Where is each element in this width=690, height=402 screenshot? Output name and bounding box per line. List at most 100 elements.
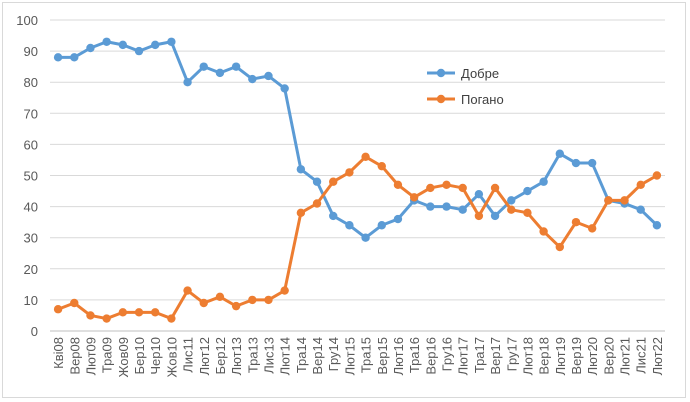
x-tick-label: Жов10	[164, 337, 179, 377]
x-tick-label: Лют18	[520, 337, 535, 375]
x-tick-label: Лют16	[391, 337, 406, 375]
data-point	[361, 233, 370, 242]
y-tick-label: 90	[24, 44, 38, 59]
data-point	[296, 208, 306, 218]
y-tick-label: 70	[24, 106, 38, 121]
data-point	[118, 308, 128, 317]
data-point	[118, 40, 128, 50]
y-axis-tick-labels: 0 10 20 30 40 50 60 70 80 90 100	[16, 13, 38, 339]
data-point	[296, 165, 306, 174]
data-point	[150, 308, 160, 317]
data-point	[587, 158, 597, 168]
data-point	[377, 221, 386, 230]
series-2	[53, 152, 662, 323]
x-tick-label: Лис13	[261, 337, 276, 374]
data-point	[150, 40, 160, 50]
data-point	[345, 221, 354, 230]
data-point	[345, 168, 354, 177]
legend-item: Погано	[427, 92, 504, 107]
data-point	[474, 211, 484, 221]
legend-item: Добре	[427, 66, 499, 81]
series-line	[58, 40, 658, 240]
x-tick-label: Тра17	[472, 337, 487, 373]
data-point	[280, 84, 289, 93]
x-tick-label: Вер17	[488, 337, 503, 375]
data-point	[329, 211, 338, 221]
data-point	[102, 37, 111, 46]
data-point	[652, 171, 662, 180]
data-point	[377, 161, 386, 171]
gridlines	[50, 19, 665, 301]
data-point	[312, 177, 322, 186]
data-point	[183, 78, 192, 87]
series-1	[53, 37, 662, 242]
x-tick-label: Лют17	[456, 337, 471, 375]
data-point	[604, 196, 613, 205]
data-point	[70, 53, 79, 62]
data-point	[442, 180, 451, 190]
data-point	[53, 305, 63, 314]
data-point	[248, 74, 257, 84]
x-tick-label: Лют09	[83, 337, 98, 375]
data-point	[183, 286, 192, 295]
data-point	[134, 46, 144, 56]
x-tick-label: Лис11	[181, 337, 196, 373]
data-point	[264, 71, 273, 81]
data-point	[636, 180, 645, 190]
x-tick-label: Лют22	[650, 337, 665, 375]
x-tick-label: Гру14	[326, 337, 341, 371]
data-point	[231, 301, 241, 311]
x-tick-label: Лют15	[342, 337, 357, 375]
x-tick-label: Вер19	[569, 337, 584, 375]
y-tick-label: 80	[24, 75, 38, 90]
data-point	[507, 205, 516, 214]
x-tick-label: Тра14	[294, 337, 309, 373]
x-tick-label: Лют19	[553, 337, 568, 375]
data-point	[102, 314, 111, 323]
data-point	[458, 183, 467, 193]
data-point	[312, 199, 322, 208]
data-point	[86, 43, 95, 53]
y-tick-label: 10	[24, 293, 38, 308]
x-tick-label: Тра15	[359, 337, 374, 373]
data-point	[215, 292, 225, 301]
data-point	[426, 183, 435, 193]
x-tick-label: Лют14	[278, 337, 293, 375]
data-point	[523, 208, 532, 218]
x-tick-label: Гру17	[504, 337, 519, 371]
data-point	[555, 149, 565, 158]
x-tick-label: Бер10	[132, 337, 147, 374]
data-point	[490, 183, 500, 193]
x-tick-label: Лют13	[229, 337, 244, 375]
data-point	[248, 295, 257, 305]
x-tick-label: Тра13	[245, 337, 260, 373]
x-tick-label: Вер15	[375, 337, 390, 375]
y-tick-label: 60	[24, 137, 38, 152]
data-point	[426, 202, 435, 211]
data-point	[442, 202, 451, 211]
data-point	[86, 311, 95, 320]
data-point	[587, 224, 597, 233]
data-point	[264, 295, 273, 305]
legend-swatch-marker	[436, 68, 446, 78]
data-point	[361, 152, 370, 162]
x-tick-label: Тра16	[407, 337, 422, 373]
data-point	[280, 286, 289, 295]
x-tick-label: Лис21	[634, 337, 649, 374]
x-tick-label: Кві08	[51, 337, 66, 369]
data-point	[458, 205, 467, 214]
data-point	[474, 189, 484, 199]
x-tick-label: Вер14	[310, 337, 325, 375]
data-point	[507, 196, 516, 205]
data-point	[231, 62, 241, 71]
y-tick-label: 30	[24, 231, 38, 246]
data-point	[199, 62, 208, 71]
data-point	[571, 158, 581, 168]
data-point	[490, 211, 500, 221]
y-tick-label: 100	[16, 13, 38, 28]
x-tick-label: Чер10	[148, 337, 163, 375]
legend: Добре Погано	[427, 66, 504, 107]
data-point	[523, 186, 532, 196]
x-tick-label: Бер12	[213, 337, 228, 374]
